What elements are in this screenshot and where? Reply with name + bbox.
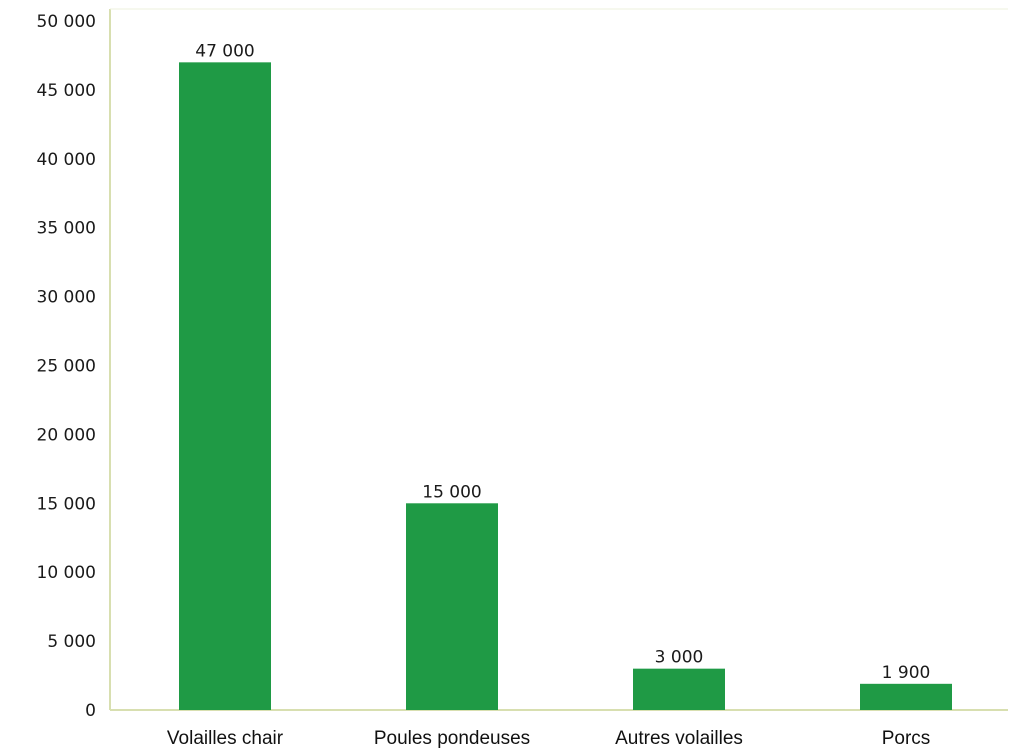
y-tick-label: 5 000: [47, 632, 96, 652]
x-axis-categories: Volailles chair Poules pondeuses Autres vo…: [167, 728, 930, 749]
y-tick-label: 50 000: [37, 12, 96, 32]
category-label: Poules pondeuses: [374, 728, 530, 749]
bars: [179, 62, 952, 710]
bar-3: [633, 668, 725, 710]
y-tick-label: 30 000: [37, 288, 96, 308]
bar-data-labels: 47 000 15 000 3 000 1 900: [195, 41, 930, 682]
y-tick-label: 25 000: [37, 357, 96, 377]
y-tick-label: 45 000: [37, 81, 96, 101]
bar-value-label: 47 000: [195, 41, 254, 61]
bar-value-label: 15 000: [422, 482, 481, 502]
bar-4: [860, 683, 952, 710]
bar-1: [179, 62, 271, 710]
y-tick-label: 35 000: [37, 219, 96, 239]
bar-2: [406, 503, 498, 710]
y-tick-label: 40 000: [37, 150, 96, 170]
y-tick-label: 0: [85, 701, 96, 721]
y-tick-label: 15 000: [37, 494, 96, 514]
y-tick-label: 20 000: [37, 425, 96, 445]
y-tick-label: 10 000: [37, 563, 96, 583]
bar-value-label: 3 000: [655, 648, 704, 668]
category-label: Autres volailles: [615, 728, 743, 749]
category-label: Porcs: [882, 728, 931, 749]
y-axis-ticks: 0 5 000 10 000 15 000 20 000 25 000 30 000 35 0…: [37, 12, 96, 721]
category-label: Volailles chair: [167, 728, 284, 749]
bar-value-label: 1 900: [882, 663, 931, 683]
